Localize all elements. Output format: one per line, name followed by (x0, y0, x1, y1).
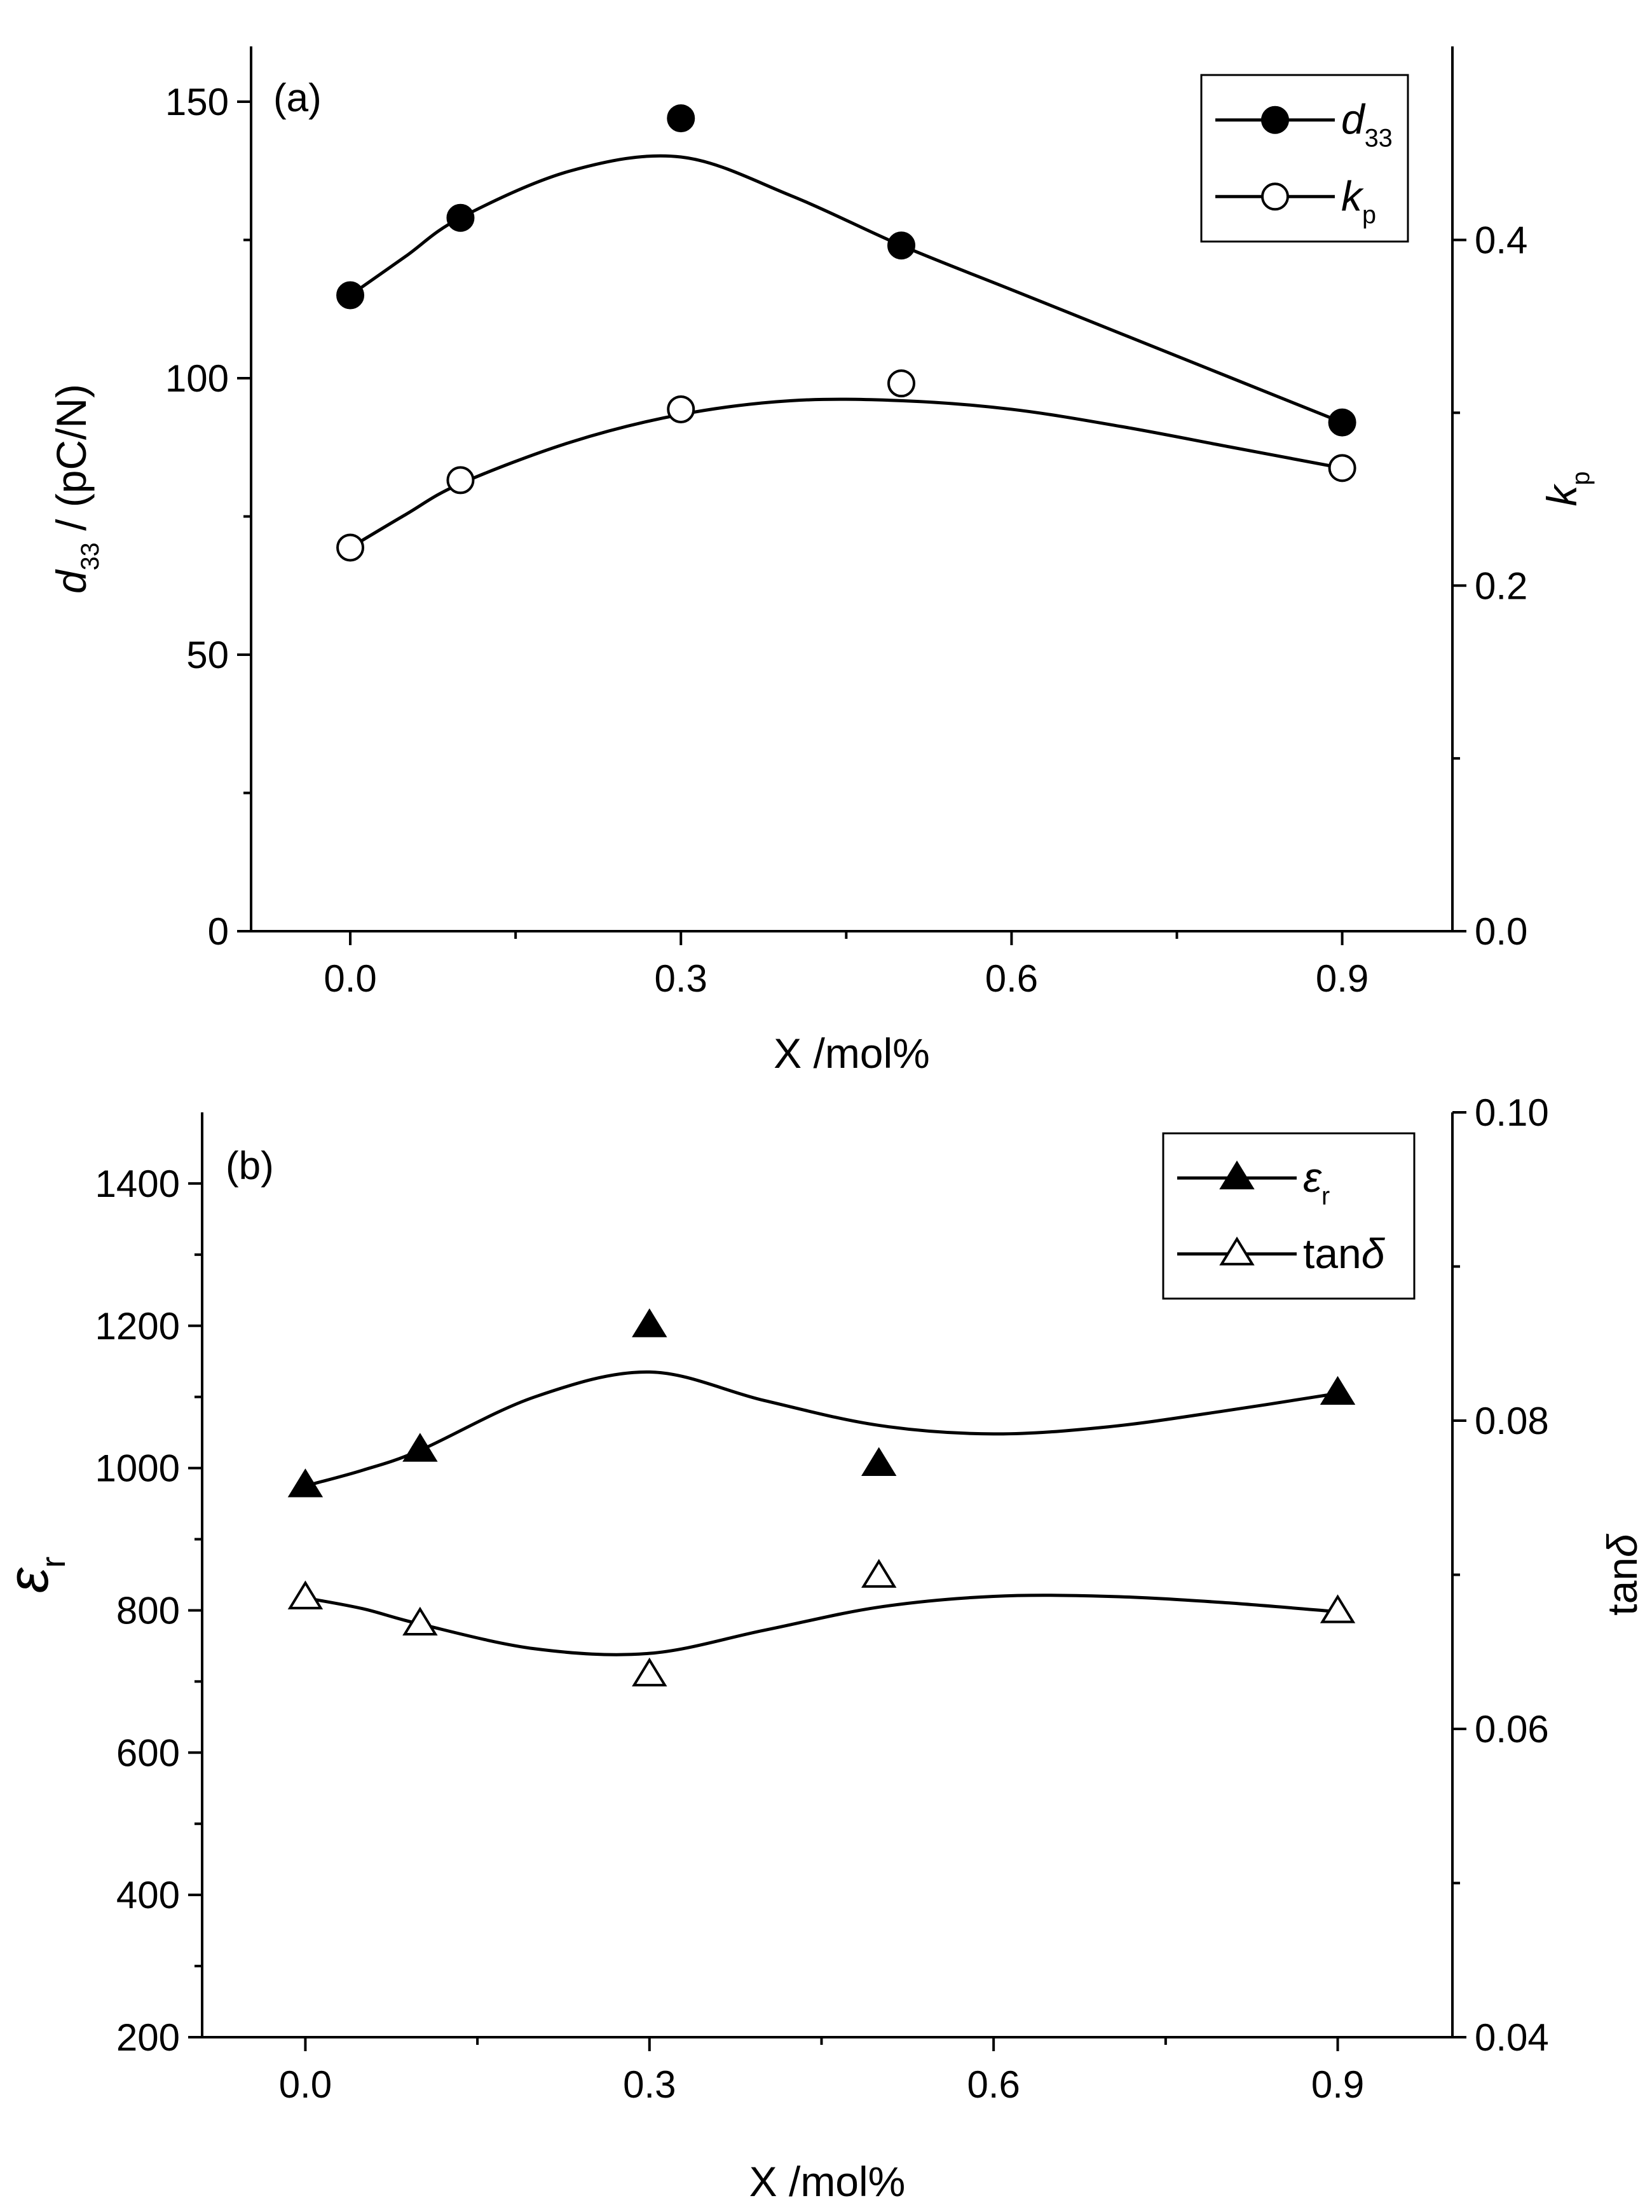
series-1-fit-curve (349, 154, 1343, 424)
x-axis-label: X /mol% (749, 2158, 906, 2205)
y-right-tick-label: 0.08 (1475, 1400, 1549, 1442)
legend-label-sub: 33 (1365, 125, 1393, 153)
x-tick-label: 0.6 (967, 2063, 1020, 2106)
series-2-point (632, 1657, 667, 1687)
y-left-axis-label-sub: 33 (76, 542, 104, 570)
y-left-tick-label: 50 (186, 634, 229, 676)
legend-box (1200, 74, 1409, 243)
legend-marker (1261, 182, 1289, 211)
x-tick-label: 0.6 (985, 957, 1038, 1000)
series-2-point (1320, 1594, 1356, 1623)
y-left-label-group: εr (0, 1557, 72, 1594)
y-left-tick-label: 100 (165, 357, 229, 400)
y-right-tick-label: 0.04 (1475, 2016, 1549, 2059)
y-left-tick-label: 1400 (95, 1163, 180, 1205)
series-2-point (887, 369, 916, 398)
y-right-axis-label-main: k (1538, 484, 1585, 507)
chart-panel-2: 0.0 0.3 0.6 0.9 200 400 600 800 1000 1200 1400 0.04… (0, 1091, 1646, 2205)
x-tick-label: 0.3 (623, 2063, 676, 2106)
y-left-tick-label: 150 (165, 81, 229, 123)
y-left-label-group: d33 / (pC/N) (48, 384, 104, 594)
y-left-axis-label: d33 / (pC/N) (48, 384, 104, 594)
series-1-point (287, 1468, 324, 1498)
y-right-tick-label: 0.06 (1475, 1708, 1549, 1751)
legend-label-sub: r (1321, 1182, 1330, 1210)
y-left-tick-label: 600 (116, 1731, 180, 1774)
y-right-axis-label: tanδ (1599, 1533, 1646, 1616)
series-2-point (287, 1580, 324, 1609)
legend: εr tanδ (1162, 1132, 1416, 1300)
y-right-label-group: tanδ (1599, 1533, 1646, 1616)
series-1-point (887, 231, 916, 260)
y-left-axis-label-main: ε (0, 1567, 60, 1593)
x-tick-label: 0.3 (655, 957, 707, 1000)
y-left-tick-label: 200 (116, 2016, 180, 2059)
y-right-tick-label: 0.10 (1475, 1091, 1549, 1134)
y-left-tick-label: 1200 (95, 1305, 180, 1348)
series-2-fit-curve (304, 1594, 1338, 1656)
y-right-axis-label-rest: δ (1599, 1533, 1646, 1557)
x-tick-label: 0.0 (279, 2063, 332, 2106)
legend-label-sub: p (1362, 201, 1376, 229)
y-left-tick-label: 800 (116, 1589, 180, 1632)
series-1-point (446, 203, 475, 232)
legend-marker (1219, 1160, 1255, 1190)
legend-label: d33 (1341, 96, 1393, 153)
y-left-axis-label: εr (0, 1557, 72, 1594)
legend-label-main: tan (1303, 1230, 1362, 1277)
y-left-axis-label-rest: / (pC/N) (48, 384, 95, 542)
y-right-tick-label: 0.0 (1475, 910, 1527, 953)
y-left-tick-label: 1000 (95, 1447, 180, 1490)
legend-marker (1261, 106, 1289, 134)
y-left-tick-label: 0 (208, 910, 229, 953)
panel-label: (a) (273, 76, 322, 120)
legend-marker (1219, 1236, 1255, 1266)
y-right-axis-label-main: tan (1599, 1557, 1646, 1616)
series-2-point (402, 1606, 438, 1636)
y-left-axis-label-main: d (48, 569, 95, 594)
legend-label-main: ε (1303, 1154, 1322, 1201)
series-2-point (667, 395, 695, 423)
series-1-point (632, 1308, 667, 1337)
y-left-axis-label-sub: r (34, 1557, 72, 1568)
series-2-point (1328, 454, 1356, 482)
legend-label: εr (1303, 1154, 1330, 1210)
legend-label-main: k (1341, 172, 1364, 219)
y-right-tick-label: 0.2 (1475, 564, 1527, 607)
legend-label-main: d (1341, 96, 1366, 143)
series-1-point (1320, 1376, 1356, 1405)
legend-label: kp (1341, 172, 1376, 229)
y-right-tick-label: 0.4 (1475, 219, 1527, 262)
series-1-point (861, 1447, 897, 1476)
x-tick-label: 0.9 (1316, 957, 1369, 1000)
series-2-point (446, 466, 475, 495)
y-right-label-group: kp (1538, 471, 1595, 506)
panel-label: (b) (226, 1144, 274, 1188)
y-right-axis-label-sub: p (1567, 471, 1595, 485)
legend-label-rest: δ (1362, 1230, 1386, 1277)
series-1-point (667, 104, 695, 133)
series-1-point (1328, 408, 1356, 437)
series-2-fit-curve (349, 397, 1343, 549)
series-2-point (861, 1559, 897, 1588)
x-tick-label: 0.0 (324, 957, 376, 1000)
legend-box (1162, 1132, 1416, 1300)
series-1-point (402, 1433, 438, 1462)
series-1-fit-curve (304, 1370, 1338, 1488)
series-2-point (336, 533, 365, 562)
series-1-point (336, 281, 365, 310)
legend-label: tanδ (1303, 1230, 1386, 1277)
y-right-axis-label: kp (1538, 471, 1595, 506)
y-left-tick-label: 400 (116, 1874, 180, 1916)
x-axis-label: X /mol% (774, 1030, 930, 1077)
x-tick-label: 0.9 (1311, 2063, 1364, 2106)
